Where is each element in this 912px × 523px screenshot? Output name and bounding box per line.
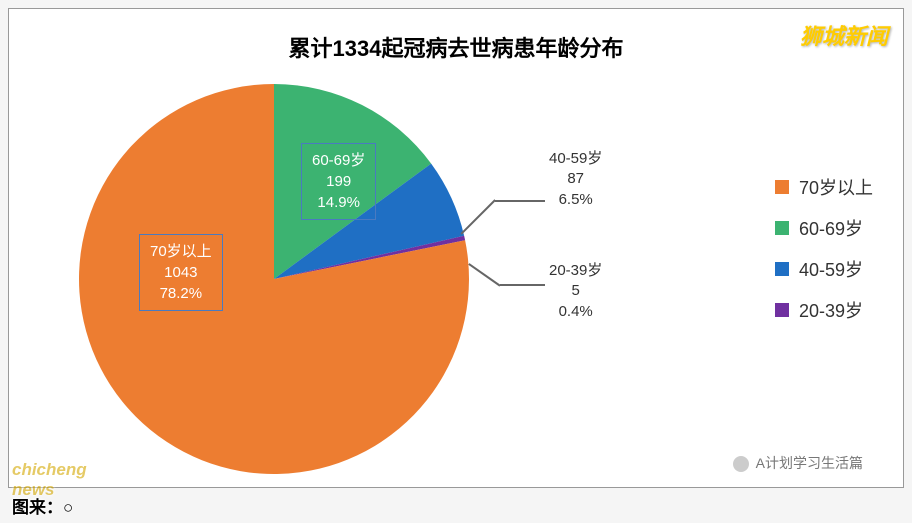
slice-label-70plus-pct: 78.2% (160, 285, 203, 302)
legend-label-70plus: 70岁以上 (799, 174, 873, 200)
legend: 70岁以上 60-69岁 40-59岁 20-39岁 (775, 159, 873, 338)
leader-40-59-h (495, 200, 545, 202)
legend-swatch-70plus (775, 180, 789, 194)
slice-label-40-59-name: 40-59岁 (549, 150, 602, 167)
bottom-left-text: chicheng news 图来：○ (12, 493, 73, 518)
slice-label-20-39: 20-39岁 5 0.4% (549, 261, 602, 322)
legend-item-40-59: 40-59岁 (775, 256, 873, 282)
slice-label-40-59: 40-59岁 87 6.5% (549, 149, 602, 210)
slice-label-70plus: 70岁以上 1043 78.2% (139, 234, 223, 311)
slice-label-60-69-name: 60-69岁 (312, 152, 365, 169)
slice-label-20-39-pct: 0.4% (559, 303, 593, 320)
legend-item-60-69: 60-69岁 (775, 215, 873, 241)
legend-label-20-39: 20-39岁 (799, 297, 863, 323)
legend-label-40-59: 40-59岁 (799, 256, 863, 282)
slice-label-60-69-value: 199 (326, 173, 351, 190)
legend-swatch-40-59 (775, 262, 789, 276)
pie-svg (74, 79, 474, 479)
slice-label-70plus-value: 1043 (164, 264, 197, 281)
slice-label-70plus-name: 70岁以上 (150, 243, 212, 260)
slice-label-20-39-value: 5 (572, 282, 580, 299)
legend-swatch-20-39 (775, 303, 789, 317)
legend-item-70plus: 70岁以上 (775, 174, 873, 200)
legend-swatch-60-69 (775, 221, 789, 235)
chart-area: 累计1334起冠病去世病患年龄分布 狮城新闻 70岁以上 1043 78.2% … (8, 8, 904, 488)
slice-label-40-59-pct: 6.5% (559, 191, 593, 208)
pie-chart (74, 79, 474, 479)
slice-label-40-59-value: 87 (567, 170, 584, 187)
slice-label-20-39-name: 20-39岁 (549, 262, 602, 279)
watermark-mid: A计划学习生活篇 (733, 453, 863, 473)
leader-20-39-h (500, 284, 545, 286)
slice-label-60-69-pct: 14.9% (317, 194, 360, 211)
legend-item-20-39: 20-39岁 (775, 297, 873, 323)
chart-title: 累计1334起冠病去世病患年龄分布 (289, 31, 624, 63)
legend-label-60-69: 60-69岁 (799, 215, 863, 241)
watermark-top: 狮城新闻 (800, 19, 888, 51)
slice-label-60-69: 60-69岁 199 14.9% (301, 143, 376, 220)
